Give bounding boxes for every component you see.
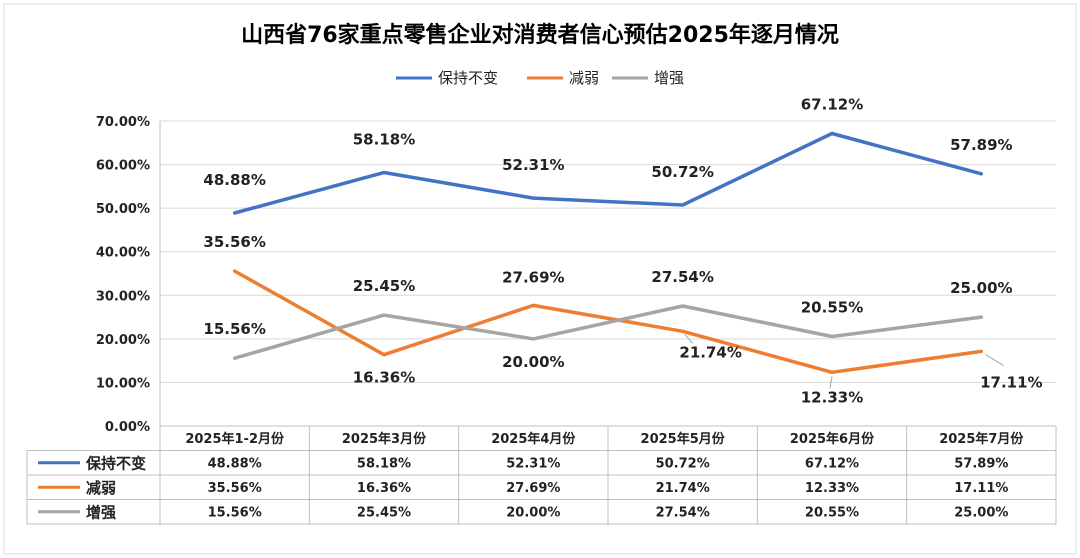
legend-label-0: 保持不变 xyxy=(438,69,498,87)
table-cell: 57.89% xyxy=(954,457,1008,472)
table-cell: 15.56% xyxy=(208,506,262,521)
data-label: 27.54% xyxy=(651,268,713,286)
data-label: 58.18% xyxy=(353,131,415,149)
data-table: 2025年1-2月份 2025年3月份 2025年4月份 2025年5月份 2025年6… xyxy=(26,121,1057,525)
table-cell: 67.12% xyxy=(805,457,859,472)
data-label: 25.45% xyxy=(353,277,415,295)
series-line-2 xyxy=(232,304,984,360)
data-label: 16.36% xyxy=(353,369,415,387)
gridlines xyxy=(160,120,1056,383)
x-category-label: 2025年7月份 xyxy=(939,431,1024,447)
data-label: 17.11% xyxy=(980,373,1042,391)
label-leader-line xyxy=(829,376,833,389)
table-row-name: 增强 xyxy=(86,504,116,522)
legend-label-1: 减弱 xyxy=(569,69,599,87)
data-label: 67.12% xyxy=(801,96,863,114)
table-cell: 58.18% xyxy=(357,457,411,472)
series-line-1 xyxy=(232,269,984,375)
x-category-label: 2025年6月份 xyxy=(790,431,875,447)
x-category-label: 2025年3月份 xyxy=(342,431,427,447)
label-leader-line xyxy=(684,333,694,344)
data-label: 35.56% xyxy=(203,233,265,251)
data-label: 48.88% xyxy=(203,171,265,189)
data-labels: 48.88% 58.18% 52.31% 50.72% 67.12% 57.89% 35.5… xyxy=(203,96,1042,407)
table-cell: 27.54% xyxy=(656,506,710,521)
table-cell: 35.56% xyxy=(208,481,262,496)
chart-title: 山西省76家重点零售企业对消费者信心预估2025年逐月情况 xyxy=(241,22,839,48)
table-row-name: 保持不变 xyxy=(85,455,146,473)
table-cell: 17.11% xyxy=(954,481,1008,496)
chart-border xyxy=(3,3,1077,555)
data-label: 52.31% xyxy=(502,156,564,174)
table-cell: 12.33% xyxy=(805,481,859,496)
table-cell: 20.00% xyxy=(506,506,560,521)
series-lines xyxy=(232,131,984,375)
legend: 保持不变 减弱 增强 xyxy=(396,69,684,87)
data-label: 20.55% xyxy=(801,298,863,316)
y-tick-label: 0.00% xyxy=(105,420,150,435)
table-cell: 27.69% xyxy=(506,481,560,496)
label-leader-line xyxy=(985,354,1004,366)
y-tick-label: 50.00% xyxy=(96,202,150,217)
data-label: 25.00% xyxy=(950,279,1012,297)
legend-label-2: 增强 xyxy=(654,69,684,87)
x-category-label: 2025年5月份 xyxy=(641,431,726,447)
series-line-0 xyxy=(232,131,984,215)
y-tick-label: 60.00% xyxy=(96,159,150,174)
table-cell: 48.88% xyxy=(208,457,262,472)
data-label: 50.72% xyxy=(651,163,713,181)
y-tick-label: 70.00% xyxy=(96,115,150,130)
table-cell: 25.45% xyxy=(357,506,411,521)
x-category-label: 2025年1-2月份 xyxy=(185,431,285,447)
table-cell: 16.36% xyxy=(357,481,411,496)
table-row-name: 减弱 xyxy=(86,479,116,497)
table-cell: 20.55% xyxy=(805,506,859,521)
data-label: 21.74% xyxy=(679,343,741,361)
data-label: 20.00% xyxy=(502,353,564,371)
table-cell: 52.31% xyxy=(506,457,560,472)
x-category-label: 2025年4月份 xyxy=(491,431,576,447)
data-label: 15.56% xyxy=(203,320,265,338)
y-tick-label: 40.00% xyxy=(96,246,150,261)
y-axis: 0.00% 10.00% 20.00% 30.00% 40.00% 50.00% 60.00… xyxy=(96,115,150,435)
table-cell: 21.74% xyxy=(656,481,710,496)
data-label: 57.89% xyxy=(950,136,1012,154)
table-cell: 50.72% xyxy=(656,457,710,472)
y-tick-label: 30.00% xyxy=(96,289,150,304)
y-tick-label: 20.00% xyxy=(96,333,150,348)
y-tick-label: 10.00% xyxy=(96,376,150,391)
data-label: 27.69% xyxy=(502,268,564,286)
data-label: 12.33% xyxy=(801,388,863,406)
table-cell: 25.00% xyxy=(954,506,1008,521)
